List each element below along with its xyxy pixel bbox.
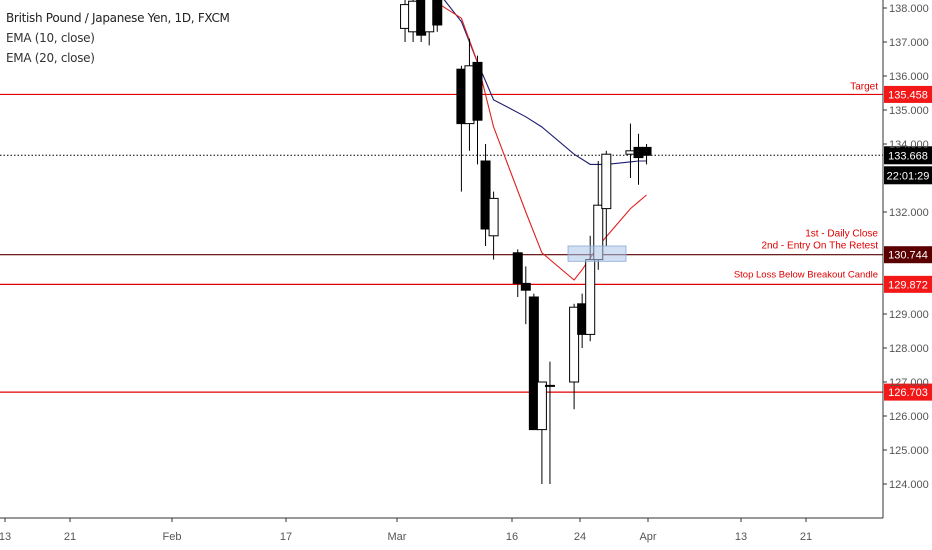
price-tag-text-target: 135.458: [888, 89, 928, 101]
ema10-legend: EMA (10, close): [6, 31, 95, 45]
candle-body: [480, 160, 491, 230]
candle-body: [536, 381, 547, 431]
candle-body: [601, 153, 612, 210]
candle-body: [472, 61, 483, 121]
price-tick-label: 124.000: [889, 479, 929, 491]
price-tick-label: 136.000: [889, 71, 929, 83]
price-tick-label: 127.000: [889, 377, 929, 389]
candle-body: [528, 296, 539, 431]
countdown-text: 22:01:29: [887, 170, 930, 182]
price-tick-label: 138.000: [889, 3, 929, 15]
symbol-title: British Pound / Japanese Yen, 1D, FXCM: [6, 11, 230, 25]
time-tick-label: 16: [506, 531, 518, 543]
time-tick-label: 13: [0, 531, 11, 543]
candle-body: [512, 252, 523, 284]
price-tick-label: 134.000: [889, 139, 929, 151]
candle-body: [544, 384, 555, 387]
ema10-line: [443, 0, 647, 165]
candle-body: [569, 306, 580, 383]
price-tick-label: 129.000: [889, 309, 929, 321]
current-price-text: 133.668: [888, 150, 928, 162]
ema-lines: [431, 0, 647, 281]
price-tick-label: 132.000: [889, 207, 929, 219]
candles: [400, 0, 652, 484]
price-tick-label: 128.000: [889, 343, 929, 355]
time-tick-label: Feb: [163, 531, 182, 543]
price-tick-label: 135.000: [889, 105, 929, 117]
candle-body: [488, 197, 499, 237]
price-tag-entry: [884, 246, 932, 264]
candle-body: [585, 259, 596, 335]
time-tick-label: 13: [735, 531, 747, 543]
time-tick-label: 17: [280, 531, 292, 543]
countdown-tag: [884, 166, 932, 185]
price-tick-label: 125.000: [889, 445, 929, 457]
ema20-legend: EMA (20, close): [6, 51, 95, 65]
time-tick-label: Apr: [639, 531, 656, 543]
entry-retest-zone: [567, 245, 627, 262]
price-tag-support: [884, 383, 932, 401]
entry-label-2: 2nd - Entry On The Retest: [761, 241, 878, 252]
time-tick-label: 21: [800, 531, 812, 543]
price-tag-target: [884, 85, 932, 103]
target-label: Target: [850, 81, 878, 92]
chart-legend: British Pound / Japanese Yen, 1D, FXCM E…: [6, 8, 230, 68]
time-tick-label: Mar: [388, 531, 407, 543]
current-price-tag: [884, 146, 932, 165]
price-tag-text-entry: 130.744: [888, 250, 928, 262]
price-tag-text-support: 126.703: [888, 387, 928, 399]
entry-label-1: 1st - Daily Close: [805, 229, 878, 240]
stop-label: Stop Loss Below Breakout Candle: [734, 269, 878, 280]
price-tag-text-stop: 129.872: [888, 279, 928, 291]
candle-body: [520, 282, 531, 291]
price-tick-label: 126.000: [889, 411, 929, 423]
horizontal-levels: [0, 93, 883, 393]
price-tick-label: 137.000: [889, 37, 929, 49]
price-tag-stop: [884, 275, 932, 293]
candle-body: [432, 0, 443, 26]
candle-body: [641, 146, 652, 156]
ema20-line: [431, 0, 647, 281]
time-tick-label: 24: [574, 531, 586, 543]
time-tick-label: 21: [64, 531, 76, 543]
